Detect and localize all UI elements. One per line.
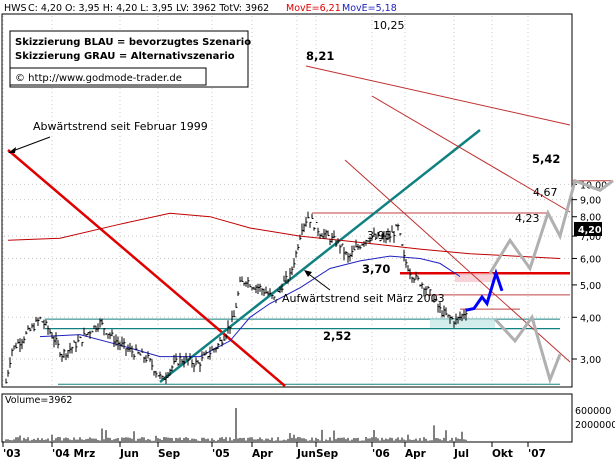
header-ohlc: C: 4,20 O: 3,95 H: 4,20 L: 3,95 LV: 3962… (28, 3, 269, 14)
volume-bars (5, 408, 467, 441)
uptrend-line (159, 129, 481, 383)
copyright-box (9, 67, 207, 86)
downtrend-arrow (9, 136, 51, 153)
trend-lines (7, 65, 571, 387)
uptrend-label: Aufwärtstrend seit März 2003 (282, 292, 445, 305)
last-price-badge (574, 222, 602, 236)
legend-line2: Skizzierung GRAU = Alternativszenario (15, 51, 235, 62)
level-label-821: 8,21 (306, 49, 334, 63)
y-tick-label: 9,00 (580, 196, 601, 207)
level-label-395: 3,95 (367, 229, 392, 242)
x-tick-label: '06 (372, 448, 390, 460)
x-tick-label: Sep (316, 448, 339, 460)
y-tick-label: 5,00 (580, 281, 601, 292)
scenario-sketches (465, 178, 614, 385)
scenario-blue (465, 268, 504, 312)
x-tick-label: '04 Mrz (52, 448, 95, 460)
x-tick-label: Sep (158, 448, 181, 460)
x-axis: '03'04 Mrz Jun Sep '05 Apr Jun Sep '06 Apr Jul Okt… (2, 442, 546, 460)
x-tick-label: '05 (212, 448, 230, 460)
x-tick-label: '03 (3, 448, 21, 460)
level-label-1025: 10,25 (373, 19, 405, 32)
volume-tick-600000: 600000 (575, 406, 611, 417)
last-price-label: 4,20 (578, 225, 602, 236)
x-tick-label: Jul (453, 448, 469, 460)
moving-average-red (7, 212, 561, 259)
x-tick-label: Jun (119, 448, 139, 460)
level-label-252: 2,52 (323, 329, 351, 343)
x-tick-label: Jun (296, 448, 316, 460)
level-label-370: 3,70 (362, 262, 390, 276)
y-tick-label: 4,00 (580, 313, 601, 324)
level-label-423: 4,23 (515, 212, 540, 225)
uptrend-arrow (305, 271, 331, 291)
x-tick-label: Okt (492, 448, 513, 460)
x-tick-label: Apr (405, 448, 427, 460)
level-label-467: 4,67 (533, 186, 558, 199)
header-ma1: MovE=6,21 (286, 3, 341, 14)
channel-mid (371, 95, 571, 213)
scenario-grey-up (488, 178, 614, 274)
channel-lower (344, 159, 571, 363)
x-tick-label: '07 (528, 448, 546, 460)
y-tick-label: 3,00 (580, 355, 601, 366)
x-tick-label: Apr (252, 448, 274, 460)
resistance-zone (455, 273, 493, 283)
moving-averages (7, 212, 561, 358)
plot-frame (1, 13, 573, 388)
moving-average-blue (39, 255, 461, 358)
level-label-542: 5,42 (532, 152, 560, 166)
y-tick-label: 8,00 (580, 213, 601, 224)
scenario-grey-down (493, 313, 562, 385)
downtrend-arrowhead (8, 147, 16, 153)
y-tick-label: 6,00 (580, 254, 601, 265)
support-zone (430, 319, 495, 328)
y-tick-label: 10,00 (580, 180, 607, 191)
y-axis: 10,00 9,00 8,00 7,00 6,00 5,00 4,00 3,00 (572, 180, 607, 366)
volume-tick-2000000: 2000000 (575, 420, 615, 431)
volume-frame (1, 393, 573, 443)
legend-line1: Skizzierung BLAU = bevorzugtes Szenario (15, 37, 251, 48)
downtrend-line (7, 149, 286, 387)
volume-label: Volume=3962 (5, 395, 72, 406)
downtrend-label: Abwärtstrend seit Februar 1999 (33, 120, 208, 133)
legend-copyright: © http://www.godmode-trader.de (15, 73, 182, 84)
uptrend-arrowhead (304, 270, 312, 277)
level-lines (45, 180, 613, 385)
channel-upper (305, 65, 571, 126)
y-tick-label: 7,00 (580, 232, 601, 243)
header-symbol: HWS (4, 3, 27, 14)
header-ma2: MovE=5,18 (342, 3, 397, 14)
price-bars (5, 211, 468, 384)
